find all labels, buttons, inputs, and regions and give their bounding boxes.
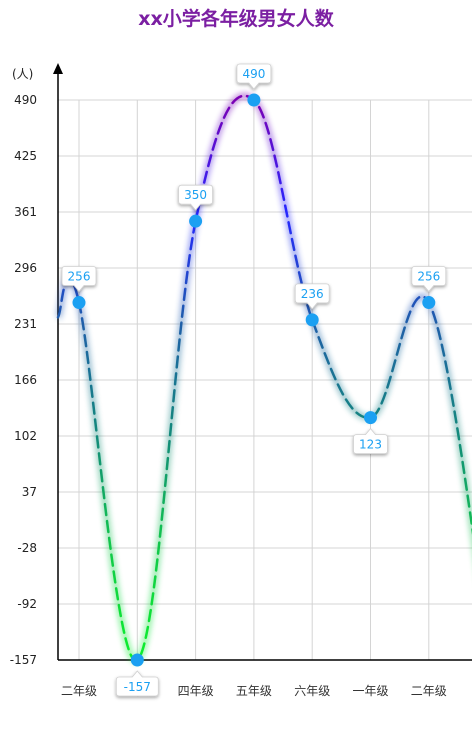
data-label-bubble: [236, 63, 272, 90]
data-point: [130, 653, 144, 667]
data-label-bubble: [411, 266, 447, 293]
data-point: [189, 214, 203, 228]
point-layer: [72, 93, 436, 667]
y-tick-label: 166: [14, 373, 37, 387]
data-point: [247, 93, 261, 107]
data-label: 123: [359, 438, 382, 452]
label-layer: 256 -157 350 490 236 123 256: [61, 63, 447, 697]
data-label-box: [61, 266, 97, 293]
x-tick-label: 五年级: [236, 684, 272, 698]
data-label: 256: [417, 270, 440, 284]
data-label-box: [353, 428, 388, 455]
x-tick-label: 二年级: [411, 684, 447, 698]
series-layer: [55, 92, 472, 664]
x-tick-label: 六年级: [294, 684, 330, 698]
data-point: [364, 411, 377, 425]
chart-title: xx小学各年级男女人数: [138, 8, 334, 30]
y-tick-label: -92: [17, 597, 37, 611]
y-tick-label: 102: [14, 429, 37, 443]
y-tick-label: 425: [14, 149, 37, 163]
data-point: [72, 296, 86, 310]
data-label-bubble: [178, 184, 213, 211]
data-label-bubble: [294, 283, 330, 310]
data-label: 350: [184, 188, 207, 202]
y-tick-label: 37: [22, 485, 37, 499]
data-label-box: [411, 266, 447, 293]
data-label-box: [236, 63, 272, 90]
y-tick-label: 361: [14, 205, 37, 219]
data-label-bubble: [353, 428, 388, 455]
data-label: 490: [242, 67, 265, 81]
y-tick-label: 231: [14, 317, 37, 331]
series-line: [56, 94, 472, 662]
data-label: -157: [124, 680, 151, 694]
y-tick-label: 296: [14, 261, 37, 275]
y-tick-label: 490: [14, 93, 37, 107]
y-axis-label: (人): [12, 67, 33, 81]
data-label-box: [115, 670, 159, 697]
data-label: 256: [68, 270, 91, 284]
y-axis-arrow: [53, 63, 63, 74]
data-point: [422, 296, 436, 310]
data-label-box: [178, 184, 213, 211]
grid-layer: [58, 99, 472, 660]
data-label-bubble: [115, 670, 159, 697]
x-tick-label: 四年级: [178, 684, 214, 698]
x-tick-label: 一年级: [352, 684, 388, 698]
data-label-box: [294, 283, 330, 310]
data-label: 236: [301, 287, 324, 301]
data-label-bubble: [61, 266, 97, 293]
y-tick-label: -157: [10, 653, 37, 667]
x-tick-label: 二年级: [61, 684, 97, 698]
y-tick-label: -28: [17, 541, 37, 555]
data-point: [305, 313, 319, 327]
series-glow: [55, 92, 472, 664]
